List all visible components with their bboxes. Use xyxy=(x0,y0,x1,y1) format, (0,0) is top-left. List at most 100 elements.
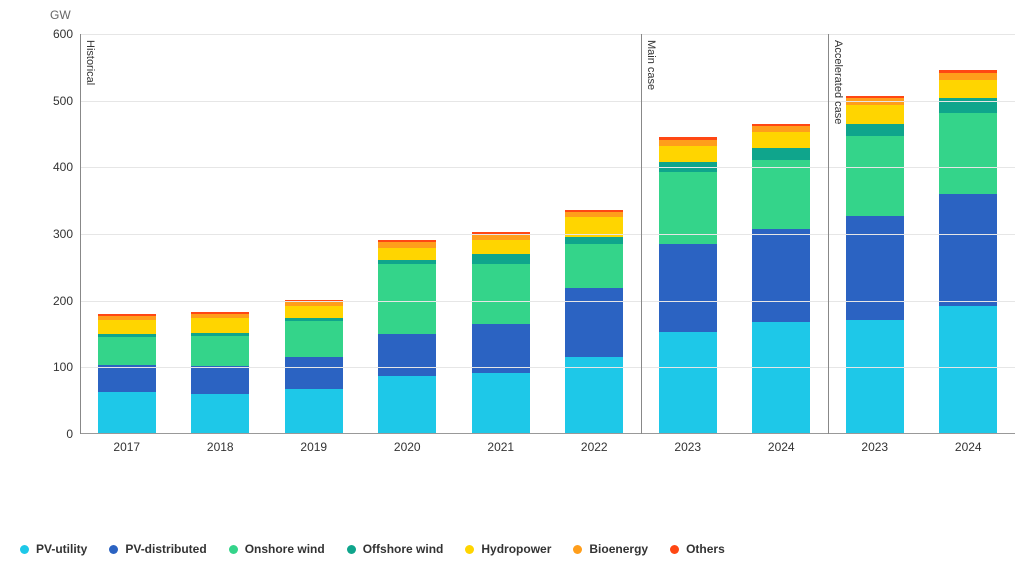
legend-swatch xyxy=(20,545,29,554)
section-label: Main case xyxy=(645,40,657,90)
bar-segment-onshore_wind xyxy=(98,337,156,365)
bar-segment-onshore_wind xyxy=(191,336,249,367)
y-tick-label: 300 xyxy=(33,227,73,241)
bar-segment-pv_distributed xyxy=(939,194,997,306)
x-tick-label: 2018 xyxy=(207,440,234,454)
section-label: Historical xyxy=(84,40,96,85)
bar-segment-onshore_wind xyxy=(939,113,997,194)
legend-item-pv_utility: PV-utility xyxy=(20,542,87,556)
stacked-bar xyxy=(565,210,623,433)
legend-swatch xyxy=(573,545,582,554)
gridline xyxy=(80,101,1015,102)
bar-segment-hydropower xyxy=(98,320,156,335)
y-tick-label: 500 xyxy=(33,94,73,108)
stacked-bar xyxy=(191,312,249,433)
bar-segment-pv_distributed xyxy=(472,324,530,373)
bar-segment-pv_utility xyxy=(98,392,156,433)
bar-segment-pv_distributed xyxy=(752,229,810,322)
x-tick-label: 2017 xyxy=(113,440,140,454)
bar-segment-pv_distributed xyxy=(191,366,249,394)
legend-label: Others xyxy=(686,542,725,556)
bar-segment-bioenergy xyxy=(846,98,904,105)
bar-segment-pv_distributed xyxy=(565,288,623,357)
bar-segment-pv_utility xyxy=(752,322,810,433)
bar-slot xyxy=(735,33,829,433)
bar-segment-onshore_wind xyxy=(659,172,717,244)
chart-area: HistoricalMain caseAccelerated case 0100… xyxy=(80,34,1015,464)
bar-segment-onshore_wind xyxy=(565,244,623,288)
bar-segment-bioenergy xyxy=(939,73,997,80)
bar-segment-hydropower xyxy=(939,80,997,99)
stacked-bar xyxy=(939,70,997,433)
bar-segment-pv_distributed xyxy=(659,244,717,332)
bar-segment-pv_utility xyxy=(846,320,904,433)
bar-slot xyxy=(361,33,455,433)
bar-segment-offshore_wind xyxy=(846,124,904,136)
gridline xyxy=(80,167,1015,168)
bar-slot xyxy=(922,33,1016,433)
bar-segment-onshore_wind xyxy=(752,160,810,229)
y-tick-label: 400 xyxy=(33,160,73,174)
bar-segment-pv_utility xyxy=(939,306,997,433)
y-tick-label: 0 xyxy=(33,427,73,441)
legend-item-onshore_wind: Onshore wind xyxy=(229,542,325,556)
bars-container xyxy=(80,33,1015,433)
bar-segment-onshore_wind xyxy=(846,136,904,216)
bar-segment-hydropower xyxy=(191,318,249,333)
bar-segment-pv_utility xyxy=(191,394,249,433)
stacked-bar xyxy=(378,240,436,433)
stacked-bar xyxy=(752,124,810,433)
legend-swatch xyxy=(347,545,356,554)
bar-slot xyxy=(174,33,268,433)
stacked-bar xyxy=(98,314,156,433)
x-tick-label: 2024 xyxy=(768,440,795,454)
bar-segment-pv_distributed xyxy=(98,365,156,392)
y-tick-label: 200 xyxy=(33,294,73,308)
gridline xyxy=(80,34,1015,35)
bar-segment-pv_distributed xyxy=(378,334,436,375)
bar-segment-onshore_wind xyxy=(472,264,530,324)
legend-label: PV-utility xyxy=(36,542,87,556)
bar-segment-pv_utility xyxy=(659,332,717,433)
bar-slot xyxy=(267,33,361,433)
legend-swatch xyxy=(229,545,238,554)
bar-slot xyxy=(80,33,174,433)
stacked-bar xyxy=(846,96,904,433)
gridline xyxy=(80,301,1015,302)
plot-region: Historical Main case Accelerated case xyxy=(80,34,1015,434)
legend-item-pv_distributed: PV-distributed xyxy=(109,542,206,556)
x-tick-label: 2020 xyxy=(394,440,421,454)
section-label: Accelerated case xyxy=(832,40,844,124)
bar-segment-hydropower xyxy=(659,146,717,162)
bar-segment-onshore_wind xyxy=(285,321,343,357)
legend-item-bioenergy: Bioenergy xyxy=(573,542,648,556)
x-tick-label: 2023 xyxy=(674,440,701,454)
x-tick-label: 2022 xyxy=(581,440,608,454)
y-axis-label: GW xyxy=(50,8,71,22)
bar-segment-offshore_wind xyxy=(472,254,530,263)
legend-label: Hydropower xyxy=(481,542,551,556)
legend-label: PV-distributed xyxy=(125,542,206,556)
gridline xyxy=(80,367,1015,368)
bar-segment-pv_utility xyxy=(285,389,343,433)
legend-swatch xyxy=(465,545,474,554)
bar-segment-bioenergy xyxy=(659,140,717,147)
bar-segment-pv_utility xyxy=(565,357,623,433)
section-divider xyxy=(828,34,829,434)
legend-item-offshore_wind: Offshore wind xyxy=(347,542,444,556)
legend-item-others: Others xyxy=(670,542,725,556)
bar-segment-hydropower xyxy=(378,248,436,260)
legend-item-hydropower: Hydropower xyxy=(465,542,551,556)
bar-segment-pv_distributed xyxy=(846,216,904,320)
section-divider xyxy=(80,34,81,434)
bar-segment-offshore_wind xyxy=(565,237,623,244)
stacked-bar xyxy=(659,137,717,433)
bar-segment-onshore_wind xyxy=(378,264,436,335)
x-tick-label: 2021 xyxy=(487,440,514,454)
legend-label: Bioenergy xyxy=(589,542,648,556)
y-tick-label: 100 xyxy=(33,360,73,374)
legend-swatch xyxy=(109,545,118,554)
bar-segment-pv_utility xyxy=(378,376,436,433)
bar-segment-pv_utility xyxy=(472,373,530,433)
x-tick-label: 2023 xyxy=(861,440,888,454)
